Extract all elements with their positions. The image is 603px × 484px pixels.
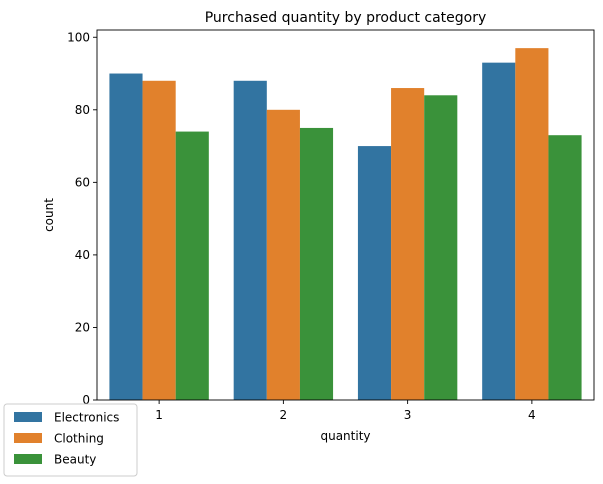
legend-swatch-beauty <box>14 454 42 464</box>
x-tick-label: 4 <box>528 408 536 422</box>
y-tick-label: 80 <box>75 103 90 117</box>
bars-group <box>109 48 582 401</box>
y-tick-label: 40 <box>75 248 90 262</box>
legend-items: Electronics Clothing Beauty <box>14 411 119 467</box>
plot-frame <box>96 29 595 401</box>
bar-clothing-1 <box>142 80 176 400</box>
bar-beauty-4 <box>548 135 582 400</box>
chart-title: Purchased quantity by product category <box>205 10 487 26</box>
bar-beauty-1 <box>175 131 209 400</box>
x-axis-label: quantity <box>320 429 370 443</box>
x-axis: 1 2 3 4 <box>155 400 536 422</box>
y-axis: 0 20 40 60 80 100 <box>67 30 97 407</box>
bar-beauty-3 <box>424 95 458 400</box>
x-tick-label: 3 <box>404 408 412 422</box>
legend-swatch-electronics <box>14 412 42 422</box>
y-tick-label: 100 <box>67 30 90 44</box>
bar-electronics-3 <box>357 146 392 400</box>
legend-label-clothing: Clothing <box>54 432 104 446</box>
bar-electronics-1 <box>109 73 143 400</box>
legend-label-beauty: Beauty <box>54 453 96 467</box>
bar-electronics-4 <box>482 62 516 401</box>
bar-clothing-4 <box>515 48 549 400</box>
y-tick-label: 20 <box>75 320 90 334</box>
y-axis-label: count <box>42 198 56 232</box>
x-tick-label: 1 <box>155 408 163 422</box>
bar-beauty-2 <box>299 127 334 400</box>
y-tick-label: 60 <box>75 175 90 189</box>
legend: Electronics Clothing Beauty <box>3 403 138 477</box>
legend-label-electronics: Electronics <box>54 411 119 425</box>
y-tick-label: 0 <box>82 393 90 407</box>
bar-clothing-3 <box>391 88 425 400</box>
bar-clothing-2 <box>266 109 300 401</box>
legend-swatch-clothing <box>14 433 42 443</box>
bar-electronics-2 <box>233 80 267 400</box>
x-tick-label: 2 <box>280 408 288 422</box>
